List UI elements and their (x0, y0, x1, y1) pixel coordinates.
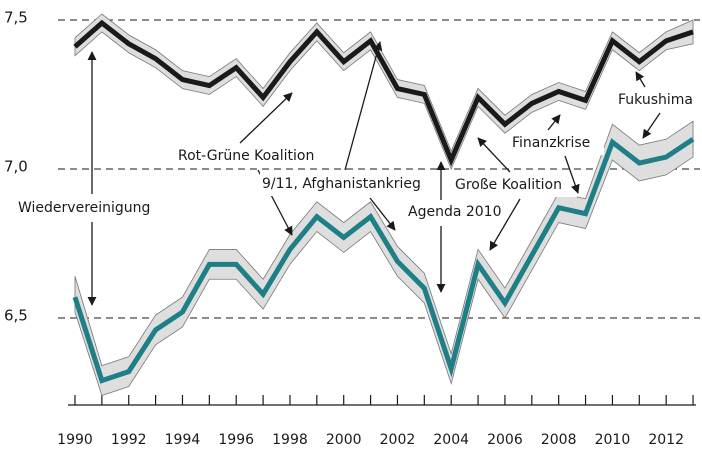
annotation: Agenda 2010 (408, 204, 502, 220)
y-tick-label: 7,0 (4, 157, 28, 175)
x-tick-label: 2008 (541, 432, 577, 448)
x-tick-label: 2004 (433, 432, 469, 448)
arrow (344, 41, 383, 171)
series-line (73, 19, 694, 167)
x-tick-label: 2000 (326, 432, 362, 448)
annotation: 9/11, Afghanistankrieg (262, 176, 421, 192)
series-line (72, 137, 695, 384)
arrow (477, 137, 511, 173)
annotation: Fukushima (618, 92, 693, 108)
arrow (635, 71, 646, 88)
annotation: Rot-Grüne Koalition (178, 148, 314, 164)
annotation: Finanzkrise (512, 135, 590, 151)
x-tick-label: 1994 (165, 432, 201, 448)
x-tick-label: 1998 (272, 432, 308, 448)
annotations: Wiedervereinigung Rot-Grüne Koalition 9/… (14, 41, 700, 306)
y-tick-label: 6,5 (4, 306, 28, 324)
arrow (489, 198, 521, 251)
x-tick-label: 2002 (380, 432, 416, 448)
x-tick-label: 2006 (487, 432, 523, 448)
x-tick-label: 2012 (648, 432, 684, 448)
confidence-band (74, 120, 694, 396)
arrow (564, 155, 580, 194)
arrow (239, 92, 293, 144)
x-tick-label: 2010 (595, 432, 631, 448)
confidence-band (74, 13, 694, 171)
x-tick-label: 1996 (218, 432, 254, 448)
y-tick-label: 7,5 (4, 8, 28, 26)
arrow (642, 112, 661, 139)
arrow (369, 197, 396, 231)
annotation: Große Koalition (455, 177, 562, 193)
arrow (547, 114, 561, 131)
annotation: Wiedervereinigung (18, 200, 150, 216)
x-tick-label: 1990 (57, 432, 93, 448)
x-tick-label: 1992 (111, 432, 147, 448)
